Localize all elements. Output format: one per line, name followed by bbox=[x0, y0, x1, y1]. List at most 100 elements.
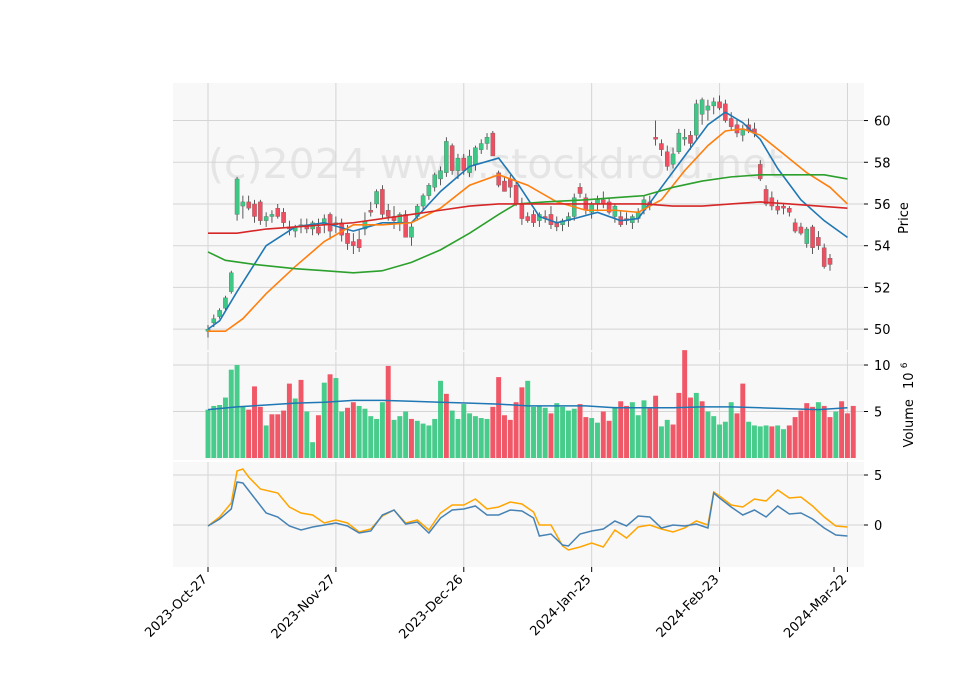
volume-bar bbox=[490, 406, 496, 458]
indicator-line bbox=[207, 481, 848, 547]
candle-body bbox=[711, 101, 716, 107]
volume-axis-label: Volume 10 6 bbox=[900, 362, 917, 447]
volume-bar bbox=[629, 402, 635, 458]
volume-bar bbox=[304, 411, 310, 458]
volume-bar bbox=[263, 425, 269, 458]
price-panel-bg bbox=[173, 83, 864, 352]
volume-ma-line bbox=[207, 399, 848, 411]
volume-bar bbox=[240, 405, 246, 458]
x-tick-label: 2024-Mar-22 bbox=[781, 572, 850, 641]
candle-body bbox=[676, 132, 682, 152]
x-tick-labels: 2023-Oct-27 2023-Nov-27 2023-Dec-26 2024-Ja… bbox=[142, 567, 850, 642]
volume-bar bbox=[414, 420, 420, 458]
volume-bar bbox=[467, 413, 473, 458]
candle-body bbox=[426, 185, 432, 196]
indicator-line bbox=[207, 468, 848, 551]
watermark: (c)2024 www.stockdroid.net bbox=[208, 140, 783, 188]
candle-body bbox=[403, 214, 408, 238]
candle-body bbox=[449, 145, 455, 171]
volume-bar bbox=[501, 415, 507, 458]
candle-body bbox=[798, 226, 804, 234]
candle-body bbox=[281, 212, 286, 223]
candle-body bbox=[374, 191, 379, 205]
volume-bar bbox=[612, 406, 618, 458]
volume-bar bbox=[228, 369, 234, 458]
candle-body bbox=[717, 101, 722, 109]
x-tick-label: 2024-Jan-25 bbox=[527, 572, 594, 639]
volume-bar bbox=[350, 402, 356, 458]
candle-body bbox=[473, 147, 478, 165]
volume-bar bbox=[571, 408, 577, 458]
candle-body bbox=[781, 205, 786, 209]
candle-body bbox=[327, 214, 333, 232]
candle-body bbox=[816, 237, 821, 246]
volume-bar bbox=[339, 411, 345, 458]
volume-bar bbox=[333, 378, 339, 458]
volume-bar bbox=[711, 416, 717, 458]
candle-body bbox=[380, 189, 385, 215]
y-tick-labels: 50 52 54 56 58 60 5 10 0 5 bbox=[864, 115, 891, 534]
candle-body bbox=[804, 228, 809, 244]
volume-bar bbox=[635, 415, 641, 458]
candle-body bbox=[258, 201, 263, 221]
price-ma-line bbox=[208, 201, 848, 234]
candle-body bbox=[525, 216, 530, 221]
candle-body bbox=[484, 137, 490, 144]
candle-body bbox=[432, 174, 437, 188]
candle-body bbox=[263, 216, 269, 221]
volume-bar bbox=[705, 411, 711, 458]
volume-bar bbox=[542, 407, 548, 458]
candle-body bbox=[705, 105, 711, 111]
candle-body bbox=[688, 134, 693, 144]
volume-bar bbox=[211, 405, 217, 458]
volume-bars bbox=[205, 350, 856, 458]
candle-body bbox=[496, 172, 501, 186]
volume-bar bbox=[740, 383, 746, 458]
candle-body bbox=[409, 226, 414, 238]
volume-bar bbox=[472, 416, 478, 458]
volume-bar bbox=[374, 418, 380, 458]
candle-body bbox=[792, 222, 798, 232]
volume-y-tick-label: 10 bbox=[874, 359, 891, 374]
volume-bar bbox=[781, 429, 786, 458]
volume-bar bbox=[606, 420, 612, 458]
volume-bar bbox=[751, 425, 757, 458]
candle-body bbox=[827, 258, 833, 265]
volume-bar bbox=[205, 409, 211, 458]
volume-bar bbox=[699, 401, 705, 458]
volume-bar bbox=[722, 421, 728, 458]
candle-body bbox=[229, 272, 234, 292]
candle-body bbox=[664, 151, 670, 167]
volume-bar bbox=[763, 425, 769, 458]
volume-bar bbox=[496, 377, 502, 458]
volume-bar bbox=[321, 382, 327, 458]
indicator-y-tick-label: 5 bbox=[874, 469, 882, 484]
volume-bar bbox=[356, 405, 362, 458]
volume-bar bbox=[403, 411, 409, 458]
volume-bar bbox=[577, 404, 583, 458]
volume-bar bbox=[757, 426, 763, 458]
candle-body bbox=[234, 178, 240, 215]
volume-bar bbox=[345, 407, 350, 458]
volume-bar bbox=[362, 408, 368, 458]
volume-bar bbox=[536, 405, 542, 458]
volume-bar bbox=[478, 418, 484, 458]
volume-bar bbox=[804, 403, 810, 458]
volume-bar bbox=[792, 417, 798, 458]
candle-body bbox=[240, 201, 246, 207]
volume-bar bbox=[438, 380, 443, 458]
volume-bar bbox=[815, 402, 821, 458]
candle-body bbox=[420, 195, 426, 207]
volume-bar bbox=[449, 410, 455, 458]
volume-bar bbox=[746, 421, 752, 458]
candle-body bbox=[217, 310, 222, 317]
candle-body bbox=[490, 132, 496, 157]
volume-bar bbox=[595, 422, 600, 458]
volume-bar bbox=[769, 426, 775, 458]
candle-body bbox=[531, 214, 536, 223]
volume-bar bbox=[560, 406, 566, 458]
candle-body bbox=[211, 318, 217, 324]
volume-bar bbox=[670, 424, 676, 458]
volume-bar bbox=[246, 409, 252, 458]
